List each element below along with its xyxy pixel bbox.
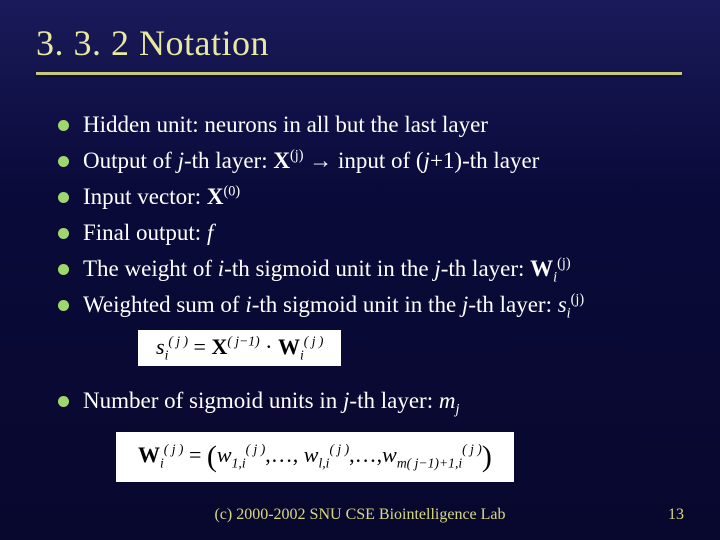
bullet-text: Input vector: X(0) (83, 182, 240, 212)
bullet-text: Final output: f (83, 218, 213, 248)
bullet-item: Weighted sum of i-th sigmoid unit in the… (58, 290, 688, 320)
formula-1: si( j ) = X( j−1) · Wi( j ) (138, 330, 341, 366)
bullet-item: Input vector: X(0) (58, 182, 688, 212)
bullet-dot-icon (58, 228, 69, 239)
bullet-text: Number of sigmoid units in j-th layer: m… (83, 386, 459, 416)
bullet-text: Output of j-th layer: X(j) → input of (j… (83, 146, 539, 176)
bullet-dot-icon (58, 156, 69, 167)
bullet-item: The weight of i-th sigmoid unit in the j… (58, 254, 688, 284)
title-underline (36, 72, 682, 75)
slide-title: 3. 3. 2 Notation (36, 22, 269, 64)
bullet-dot-icon (58, 300, 69, 311)
bullet-text: Hidden unit: neurons in all but the last… (83, 110, 488, 140)
bullet-dot-icon (58, 192, 69, 203)
bullet-item: Number of sigmoid units in j-th layer: m… (58, 386, 688, 416)
bullet-item: Output of j-th layer: X(j) → input of (j… (58, 146, 688, 176)
bullet-dot-icon (58, 396, 69, 407)
footer-text: (c) 2000-2002 SNU CSE Biointelligence La… (0, 506, 720, 524)
bullet-dot-icon (58, 120, 69, 131)
page-number: 13 (668, 506, 684, 524)
bullet-list: Hidden unit: neurons in all but the last… (58, 110, 688, 488)
bullet-text: Weighted sum of i-th sigmoid unit in the… (83, 290, 584, 320)
formula-2: Wi( j ) = (w1,i( j ),…, wl,i( j ),…,wm( … (116, 432, 514, 482)
bullet-item: Final output: f (58, 218, 688, 248)
bullet-dot-icon (58, 264, 69, 275)
bullet-item: Hidden unit: neurons in all but the last… (58, 110, 688, 140)
bullet-text: The weight of i-th sigmoid unit in the j… (83, 254, 571, 284)
